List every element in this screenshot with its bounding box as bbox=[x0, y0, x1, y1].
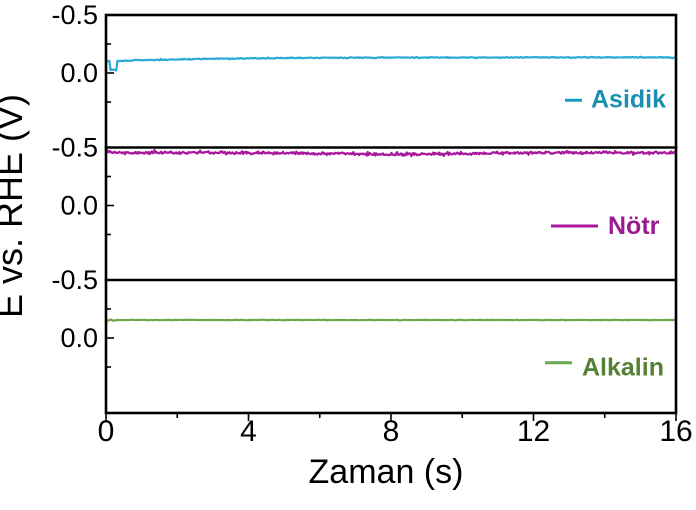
svg-text:Asidik: Asidik bbox=[591, 85, 666, 113]
svg-text:-0.5: -0.5 bbox=[51, 0, 98, 30]
svg-text:0: 0 bbox=[98, 415, 115, 448]
svg-text:4: 4 bbox=[240, 415, 257, 448]
svg-text:-0.5: -0.5 bbox=[51, 265, 98, 295]
svg-text:-0.5: -0.5 bbox=[51, 133, 98, 163]
svg-text:0.0: 0.0 bbox=[60, 58, 98, 88]
svg-text:0.0: 0.0 bbox=[60, 323, 98, 353]
svg-text:Zaman (s): Zaman (s) bbox=[309, 453, 464, 491]
svg-text:8: 8 bbox=[383, 415, 400, 448]
svg-text:Alkalin: Alkalin bbox=[582, 354, 664, 382]
svg-text:E vs. RHE (V): E vs. RHE (V) bbox=[0, 94, 30, 318]
svg-text:12: 12 bbox=[517, 415, 550, 448]
svg-text:0.0: 0.0 bbox=[60, 191, 98, 221]
svg-text:16: 16 bbox=[659, 415, 692, 448]
svg-text:Nötr: Nötr bbox=[608, 212, 660, 240]
